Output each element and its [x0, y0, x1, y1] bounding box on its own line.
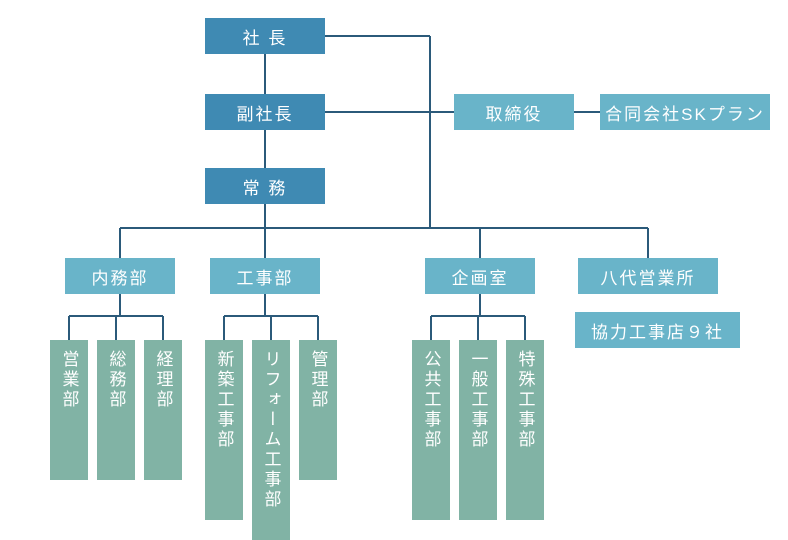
node-joumu: 常 務: [205, 168, 325, 204]
node-kikaku: 企画室: [425, 258, 535, 294]
node-label: 総務部: [104, 350, 129, 410]
node-label: 営業部: [57, 350, 82, 410]
node-president: 社 長: [205, 18, 325, 54]
node-label: 取締役: [486, 100, 543, 125]
node-label: 経理部: [151, 350, 176, 410]
node-soumu: 総務部: [97, 340, 135, 480]
node-tokushu: 特殊工事部: [506, 340, 544, 520]
node-ippan: 一般工事部: [459, 340, 497, 520]
node-label: 一般工事部: [466, 350, 491, 450]
node-label: 企画室: [452, 264, 509, 289]
node-label: リフォーム工事部: [259, 350, 284, 510]
node-label: 新築工事部: [212, 350, 237, 450]
node-director: 取締役: [454, 94, 574, 130]
node-label: 特殊工事部: [513, 350, 538, 450]
node-kyoryoku: 協力工事店９社: [575, 312, 740, 348]
node-kouji: 工事部: [210, 258, 320, 294]
node-eigyo: 営業部: [50, 340, 88, 480]
node-label: 副社長: [237, 100, 294, 125]
node-keiri: 経理部: [144, 340, 182, 480]
node-shinchiku: 新築工事部: [205, 340, 243, 520]
node-kanri: 管理部: [299, 340, 337, 480]
node-koukyou: 公共工事部: [412, 340, 450, 520]
node-vp: 副社長: [205, 94, 325, 130]
node-label: 常 務: [243, 174, 288, 199]
node-label: 管理部: [306, 350, 331, 410]
node-yatsushiro: 八代営業所: [578, 258, 718, 294]
node-skplan: 合同会社SKプラン: [600, 94, 770, 130]
node-label: 工事部: [237, 264, 294, 289]
node-label: 内務部: [92, 264, 149, 289]
node-label: 合同会社SKプラン: [605, 100, 765, 125]
node-label: 社 長: [243, 24, 288, 49]
node-naimu: 内務部: [65, 258, 175, 294]
node-label: 協力工事店９社: [591, 318, 724, 343]
org-chart: 社 長 副社長 取締役 合同会社SKプラン 常 務 内務部 工事部 企画室 八代…: [0, 0, 788, 536]
node-reform: リフォーム工事部: [252, 340, 290, 540]
node-label: 八代営業所: [601, 264, 696, 289]
node-label: 公共工事部: [419, 350, 444, 450]
